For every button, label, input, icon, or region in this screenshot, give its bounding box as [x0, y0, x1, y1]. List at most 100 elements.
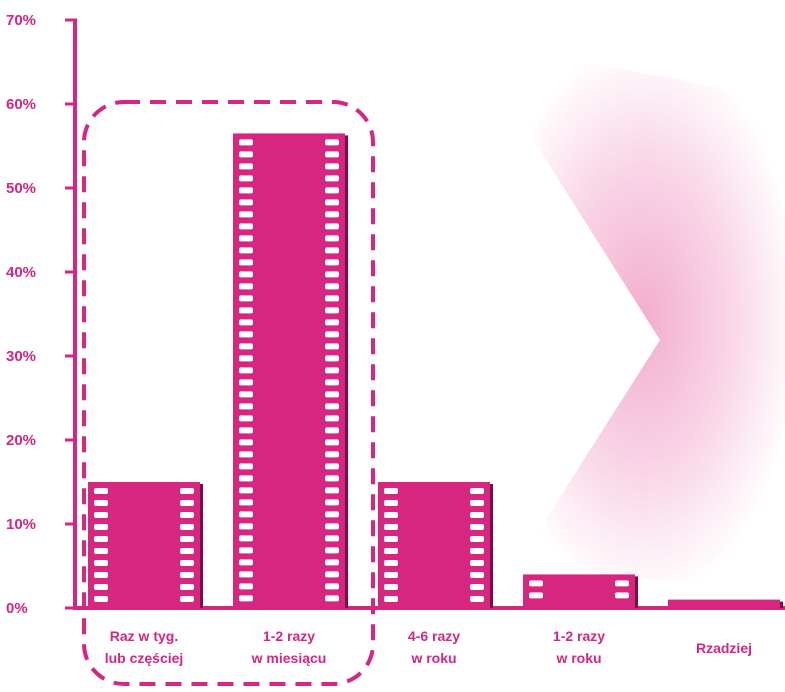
y-tick-label-1: 10%	[6, 516, 36, 533]
category-label-3-1: w roku	[555, 650, 601, 666]
film-hole	[325, 271, 339, 278]
film-hole	[180, 560, 194, 566]
film-hole	[239, 535, 253, 542]
film-hole	[239, 355, 253, 362]
film-hole	[239, 199, 253, 206]
film-hole	[239, 499, 253, 506]
film-hole	[529, 592, 543, 599]
film-hole	[325, 295, 339, 302]
y-tick-label-0: 0%	[6, 600, 28, 617]
film-hole	[239, 571, 253, 578]
film-hole	[239, 451, 253, 458]
film-hole	[239, 271, 253, 278]
film-hole	[325, 247, 339, 254]
category-label-3-0: 1-2 razy	[553, 628, 605, 644]
film-hole	[239, 223, 253, 230]
film-hole	[470, 536, 484, 542]
film-hole	[325, 487, 339, 494]
bar-2	[378, 482, 493, 608]
film-hole	[94, 500, 108, 506]
film-hole	[239, 583, 253, 590]
film-hole	[94, 488, 108, 494]
film-hole	[529, 580, 543, 587]
film-hole	[180, 596, 194, 602]
film-hole	[239, 235, 253, 242]
film-hole	[94, 584, 108, 590]
film-hole	[94, 536, 108, 542]
film-hole	[325, 535, 339, 542]
film-hole	[239, 139, 253, 146]
film-hole	[94, 548, 108, 554]
film-hole	[239, 247, 253, 254]
film-hole	[384, 596, 398, 602]
film-hole	[384, 536, 398, 542]
y-tick-label-7: 70%	[6, 12, 36, 29]
film-hole	[325, 583, 339, 590]
film-hole	[325, 355, 339, 362]
film-hole	[470, 572, 484, 578]
bar-1	[233, 133, 348, 608]
film-hole	[325, 175, 339, 182]
category-label-2-0: 4-6 razy	[408, 628, 460, 644]
film-hole	[470, 512, 484, 518]
y-tick-label-6: 60%	[6, 96, 36, 113]
film-hole	[325, 559, 339, 566]
film-hole	[239, 415, 253, 422]
film-hole	[239, 211, 253, 218]
bar-0	[88, 482, 203, 608]
bar-body-3	[523, 574, 635, 608]
category-label-2-1: w roku	[410, 650, 456, 666]
film-hole	[239, 175, 253, 182]
film-hole	[239, 403, 253, 410]
film-hole	[325, 475, 339, 482]
film-hole	[325, 511, 339, 518]
film-hole	[384, 560, 398, 566]
film-hole	[239, 523, 253, 530]
film-hole	[239, 283, 253, 290]
category-label-4-0: Rzadziej	[696, 640, 752, 656]
film-hole	[325, 259, 339, 266]
film-hole	[239, 319, 253, 326]
film-hole	[325, 427, 339, 434]
background-glow	[470, 40, 785, 600]
film-hole	[325, 547, 339, 554]
film-hole	[239, 559, 253, 566]
film-hole	[325, 211, 339, 218]
film-hole	[239, 511, 253, 518]
film-hole	[180, 500, 194, 506]
bar-3	[523, 574, 638, 608]
film-hole	[94, 560, 108, 566]
film-hole	[239, 463, 253, 470]
film-hole	[239, 391, 253, 398]
film-hole	[94, 524, 108, 530]
film-hole	[325, 151, 339, 158]
film-hole	[325, 199, 339, 206]
film-hole	[180, 584, 194, 590]
film-hole	[239, 439, 253, 446]
highlight-box	[82, 100, 375, 686]
film-hole	[470, 560, 484, 566]
y-tick-label-3: 30%	[6, 348, 36, 365]
y-tick-label-5: 50%	[6, 180, 36, 197]
film-hole	[325, 235, 339, 242]
film-hole	[384, 488, 398, 494]
film-hole	[470, 524, 484, 530]
film-hole	[384, 584, 398, 590]
film-hole	[325, 379, 339, 386]
film-hole	[325, 331, 339, 338]
film-hole	[325, 391, 339, 398]
category-label-0-1: lub częściej	[105, 650, 184, 666]
film-hole	[325, 187, 339, 194]
film-hole	[325, 139, 339, 146]
category-label-1-1: w miesiącu	[251, 650, 327, 666]
y-tick-label-2: 20%	[6, 432, 36, 449]
film-hole	[384, 548, 398, 554]
film-hole	[239, 259, 253, 266]
film-hole	[325, 283, 339, 290]
film-hole	[239, 163, 253, 170]
film-hole	[94, 596, 108, 602]
film-hole	[470, 584, 484, 590]
film-hole	[239, 475, 253, 482]
